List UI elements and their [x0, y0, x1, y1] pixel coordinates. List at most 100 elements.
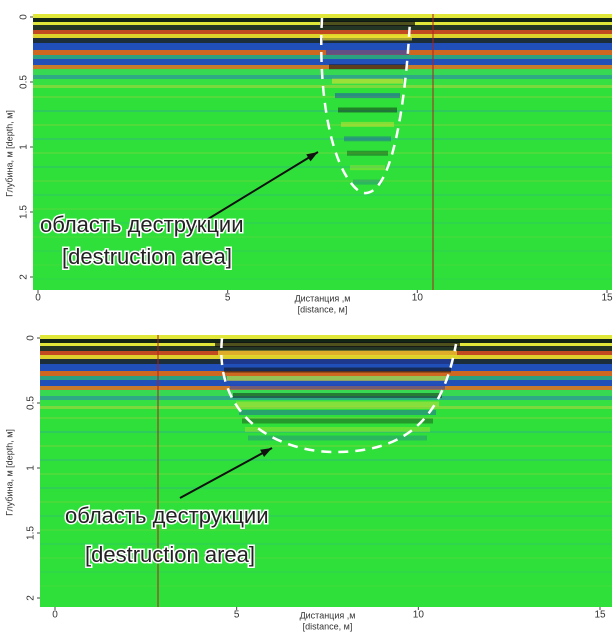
y-tick-label: 1.5 [19, 205, 30, 219]
faint-reflection [40, 431, 612, 433]
anomaly-reflection [332, 78, 403, 84]
anomaly-reflection [341, 121, 394, 127]
annotation: область деструкции [40, 212, 244, 237]
reflection-band [40, 335, 612, 339]
x-axis-label: Дистанция ,м [300, 610, 356, 620]
reflection-band [33, 65, 612, 69]
arrow-head [306, 152, 318, 162]
faint-reflection [40, 459, 612, 461]
faint-reflection [33, 194, 612, 196]
y-axis-label: Глубина, м [depth, м] [4, 110, 14, 197]
faint-reflection [33, 110, 612, 112]
reflection-band [40, 406, 612, 409]
faint-reflection [40, 501, 612, 503]
faint-reflection [33, 96, 612, 98]
faint-reflection [33, 180, 612, 182]
annotation: [destruction area] [85, 542, 255, 567]
anomaly-reflection [245, 427, 430, 432]
destruction-outline [320, 17, 412, 195]
anomaly-reflection [338, 107, 397, 113]
faint-reflection [40, 445, 612, 447]
faint-reflection [40, 515, 612, 517]
anomaly-reflection [221, 359, 454, 364]
reflection-band [40, 400, 612, 406]
faint-reflection [33, 250, 612, 252]
x-tick-label: 15 [594, 610, 606, 621]
faint-reflection [33, 264, 612, 266]
y-tick-label: 1 [26, 465, 37, 471]
reflection-band [40, 346, 612, 351]
x-tick-label: 5 [234, 610, 240, 621]
annotation: область деструкции [65, 503, 269, 528]
y-axis-label: Глубина, м [depth, м] [4, 429, 14, 516]
anomaly-reflection [224, 367, 451, 373]
x-tick-label: 5 [225, 293, 231, 304]
anomaly-reflection [242, 418, 433, 424]
anomaly-reflection [353, 179, 382, 185]
x-tick-label: 0 [52, 610, 58, 621]
anomaly-reflection [344, 136, 391, 142]
x-tick-label: 15 [601, 293, 613, 304]
y-tick-label: 2 [26, 595, 37, 601]
y-tick-label: 0 [26, 335, 37, 341]
x-axis-label: [distance, м] [303, 621, 353, 631]
anomaly-reflection [335, 93, 400, 99]
reflection-band [40, 396, 612, 400]
x-tick-label: 10 [413, 610, 425, 621]
anomaly-reflection [227, 376, 448, 381]
arrow-shaft [189, 151, 319, 231]
anomaly-reflection [236, 401, 439, 407]
faint-reflection [40, 585, 612, 587]
faint-reflection [40, 571, 612, 573]
x-tick-label: 0 [35, 293, 41, 304]
panel: область деструкции[destruction area]0 5 10… [4, 14, 613, 315]
arrow-head [260, 448, 272, 457]
anomaly-reflection [323, 35, 412, 41]
anomaly-reflection [326, 49, 409, 55]
anomaly-reflection [248, 435, 427, 441]
anomaly-reflection [239, 410, 436, 415]
faint-reflection [33, 208, 612, 210]
anomaly-reflection [329, 64, 406, 70]
annotation: [destruction area] [62, 244, 232, 269]
reflection-band [33, 30, 612, 34]
y-tick-label: 0.5 [19, 75, 30, 89]
faint-reflection [33, 138, 612, 140]
reflection-band [33, 43, 612, 50]
y-tick-label: 1.5 [26, 526, 37, 540]
faint-reflection [33, 222, 612, 224]
reflection-band [40, 339, 612, 343]
reflection-band [40, 390, 612, 396]
anomaly-reflection [350, 165, 385, 171]
x-axis-label: Дистанция ,м [295, 293, 351, 303]
x-tick-label: 10 [412, 293, 424, 304]
panel: область деструкции[destruction area]0 5 10… [4, 335, 612, 631]
faint-reflection [40, 557, 612, 559]
reflection-band [40, 371, 612, 376]
reflection-band [33, 14, 612, 18]
y-tick-label: 1 [19, 144, 30, 150]
faint-reflection [33, 166, 612, 168]
anomaly-reflection [233, 393, 442, 398]
faint-reflection [40, 417, 612, 419]
faint-reflection [33, 236, 612, 238]
y-tick-label: 0.5 [26, 396, 37, 410]
faint-reflection [33, 124, 612, 126]
anomaly-reflection [320, 21, 415, 26]
reflection-band [40, 355, 612, 359]
faint-reflection [40, 529, 612, 531]
faint-reflection [40, 473, 612, 475]
faint-reflection [33, 152, 612, 154]
faint-reflection [40, 487, 612, 489]
arrow-shaft [179, 447, 273, 499]
reflection-band [33, 79, 612, 85]
faint-reflection [33, 278, 612, 280]
anomaly-reflection [218, 350, 457, 356]
reflection-band [40, 380, 612, 386]
y-tick-label: 2 [19, 274, 30, 280]
x-axis-label: [distance, м] [298, 304, 348, 314]
anomaly-reflection [230, 384, 445, 390]
anomaly-reflection [215, 342, 460, 347]
faint-reflection [40, 543, 612, 545]
